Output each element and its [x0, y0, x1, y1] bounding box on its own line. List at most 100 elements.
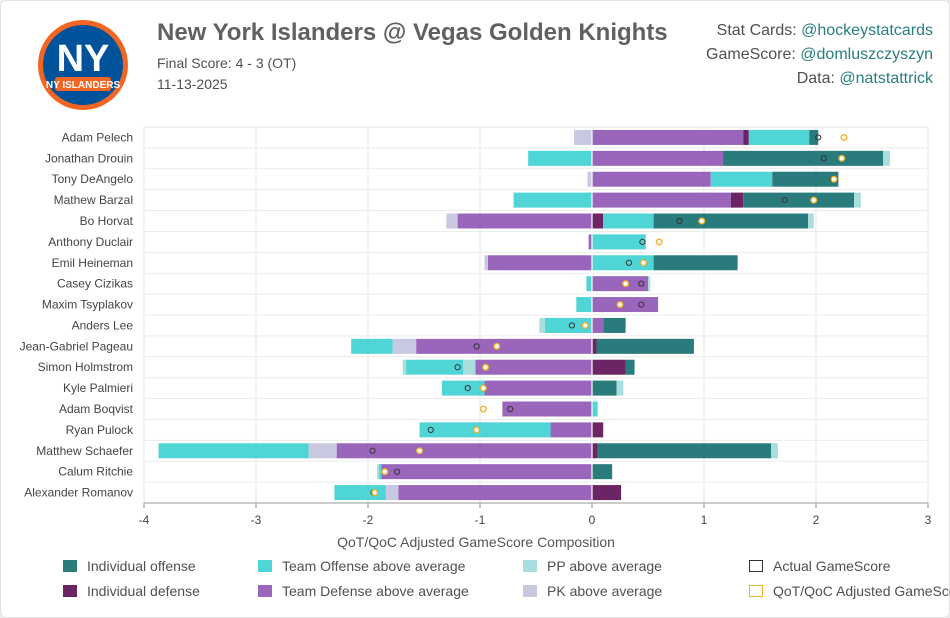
adjusted-gamescore-marker	[640, 259, 648, 267]
credit-handle[interactable]: @natstattrick	[839, 70, 933, 87]
bar-segment-pk	[385, 485, 399, 501]
adjusted-gamescore-marker	[479, 384, 487, 392]
actual-gamescore-marker	[568, 322, 575, 329]
legend-item-team-def: Team Defense above average	[258, 583, 469, 599]
bar-segment-team-off	[576, 297, 592, 313]
adjusted-gamescore-marker	[473, 426, 481, 434]
bar-segment-ind-def	[592, 359, 626, 375]
actual-gamescore-marker	[473, 343, 480, 350]
actual-gamescore-marker	[369, 447, 376, 454]
legend-item-adjusted: QoT/QoC Adjusted GameScore	[749, 583, 950, 599]
actual-gamescore-marker	[781, 197, 788, 204]
actual-gamescore-marker	[394, 468, 401, 475]
x-tick-label: -4	[139, 513, 150, 527]
bar-segment-team-def	[379, 464, 592, 480]
bar-segment-pk	[587, 171, 592, 187]
legend-swatch	[63, 560, 77, 572]
adjusted-gamescore-marker	[840, 133, 848, 141]
bar-segment-ind-off	[592, 464, 613, 480]
bar-segment-pp	[376, 464, 380, 480]
x-tick-label: 2	[813, 513, 820, 527]
bar-segment-team-def	[592, 276, 648, 292]
actual-gamescore-marker	[464, 385, 471, 392]
bar-segment-team-def	[592, 297, 659, 313]
adjusted-gamescore-marker	[416, 447, 424, 455]
credit-data: Data: @natstattrick	[796, 70, 933, 87]
x-tick-label: -3	[251, 513, 262, 527]
legend-swatch	[749, 560, 763, 572]
bar-segment-team-off	[419, 422, 551, 438]
bar-segment-pp	[616, 380, 624, 396]
legend-label: QoT/QoC Adjusted GameScore	[773, 583, 950, 599]
bar-segment-pp	[402, 359, 407, 375]
legend-swatch	[749, 585, 763, 597]
legend-label: Team Defense above average	[282, 583, 469, 599]
bar-segment-team-off	[528, 150, 592, 166]
credit-handle[interactable]: @domluszczyszyn	[800, 46, 933, 63]
bar-segment-ind-off	[625, 359, 635, 375]
legend-item-team-off: Team Offense above average	[258, 558, 465, 574]
legend-label: PK above average	[547, 583, 663, 599]
game-date: 11-13-2025	[157, 76, 228, 92]
adjusted-gamescore-marker	[622, 280, 630, 288]
bar-segment-team-def	[550, 422, 592, 438]
bar-segment-ind-off	[772, 171, 839, 187]
bar-segment-team-off	[334, 485, 386, 501]
player-label: Jean-Gabriel Pageau	[20, 339, 133, 353]
player-label: Calum Ritchie	[58, 465, 133, 479]
credit-stat-cards: Stat Cards: @hockeystatcards	[716, 22, 933, 39]
bar-segment-team-def	[592, 171, 711, 187]
chart-title: New York Islanders @ Vegas Golden Knight…	[157, 19, 668, 46]
bar-segment-pk	[446, 213, 458, 229]
legend-label: Actual GameScore	[773, 558, 891, 574]
bar-segment-team-off	[513, 192, 592, 208]
player-label: Adam Pelech	[62, 130, 133, 144]
legend-item-actual: Actual GameScore	[749, 558, 891, 574]
bar-segment-team-def	[592, 192, 731, 208]
actual-gamescore-marker	[427, 426, 434, 433]
bar-segment-pp	[771, 443, 778, 459]
bar-segment-ind-def	[592, 338, 597, 354]
adjusted-gamescore-marker	[655, 238, 663, 246]
player-label: Tony DeAngelo	[52, 172, 134, 186]
islanders-logo: NY NY ISLANDERS	[38, 20, 128, 110]
logo-wordmark: NY ISLANDERS	[46, 80, 121, 91]
legend-swatch	[523, 585, 537, 597]
bar-segment-team-def	[484, 380, 592, 396]
adjusted-gamescore-marker	[616, 301, 624, 309]
legend-swatch	[63, 585, 77, 597]
credit-handle[interactable]: @hockeystatcards	[801, 22, 933, 39]
adjusted-gamescore-marker	[810, 196, 818, 204]
legend-label: PP above average	[547, 558, 662, 574]
player-label: Alexander Romanov	[24, 486, 133, 500]
bar-segment-team-def	[592, 150, 724, 166]
bar-segment-pk	[308, 443, 337, 459]
bar-segment-team-off	[603, 213, 654, 229]
bar-segment-team-off	[586, 276, 592, 292]
actual-gamescore-marker	[820, 155, 827, 162]
actual-gamescore-marker	[454, 364, 461, 371]
bar-segment-team-def	[398, 485, 592, 501]
bar-segment-pp	[808, 213, 814, 229]
bar-segment-ind-def	[743, 129, 749, 145]
bar-segment-ind-off	[653, 255, 738, 271]
player-label: Anthony Duclair	[48, 235, 133, 249]
bar-segment-team-off	[406, 359, 464, 375]
bar-segment-team-def	[336, 443, 592, 459]
bar-segment-pp	[463, 359, 476, 375]
actual-gamescore-marker	[638, 280, 645, 287]
bar-segment-pk	[574, 129, 592, 145]
bar-segment-team-off	[441, 380, 485, 396]
bar-segment-team-def	[457, 213, 592, 229]
player-label: Kyle Palmieri	[63, 381, 133, 395]
bar-segment-ind-off	[743, 192, 855, 208]
adjusted-gamescore-marker	[381, 468, 389, 476]
bar-segment-ind-def	[592, 422, 604, 438]
player-label: Bo Horvat	[80, 214, 134, 228]
bar-segment-team-def	[487, 255, 592, 271]
actual-gamescore-marker	[815, 134, 822, 141]
bar-segment-ind-def	[592, 213, 604, 229]
x-axis-title: QoT/QoC Adjusted GameScore Composition	[337, 534, 615, 550]
bar-segment-ind-off	[653, 213, 809, 229]
